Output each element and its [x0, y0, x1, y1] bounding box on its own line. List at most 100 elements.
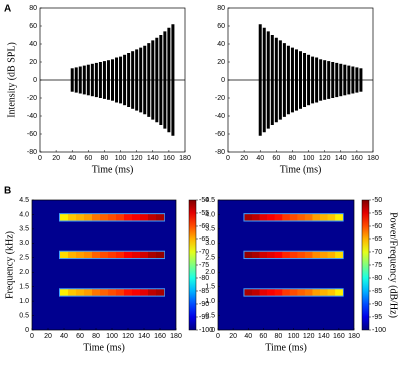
cell: [116, 251, 125, 259]
y-tick-label: -40: [215, 113, 225, 120]
cell: [252, 251, 260, 259]
cell: [68, 214, 77, 221]
y-tick-label: -80: [215, 149, 225, 156]
colorbar-tick-label: -70: [199, 249, 209, 256]
x-tick-label: 100: [115, 155, 127, 162]
cell: [124, 289, 133, 296]
colorbar-tick-label: -80: [199, 275, 209, 282]
cell: [320, 251, 328, 259]
y-tick-label: 80: [29, 5, 37, 12]
y-tick-label: 1.0: [205, 298, 215, 305]
colorbar-tick-label: -95: [372, 314, 382, 321]
cell: [116, 289, 125, 296]
x-tick-label: 20: [44, 333, 52, 340]
cell: [335, 214, 343, 221]
x-tick-label: 100: [106, 333, 118, 340]
panel-label: B: [4, 186, 11, 197]
cell: [312, 289, 321, 296]
cell: [267, 289, 275, 296]
colorbar-tick-label: -80: [372, 275, 382, 282]
cell: [312, 214, 321, 221]
x-axis-label: Time (ms): [265, 342, 307, 353]
cell: [304, 289, 313, 296]
cell: [156, 251, 165, 259]
cell: [92, 289, 101, 296]
x-tick-label: 120: [303, 333, 315, 340]
cell: [92, 214, 101, 221]
cell: [100, 214, 109, 221]
y-tick-label: 2.0: [19, 269, 29, 276]
colorbar-tick-label: -90: [372, 301, 382, 308]
y-axis-label: Intensity (dB SPL): [6, 42, 17, 118]
y-tick-label: 3.5: [205, 226, 215, 233]
cell: [335, 289, 343, 296]
cell: [289, 214, 298, 221]
cell: [68, 289, 77, 296]
cell: [148, 214, 157, 221]
y-tick-label: 4.5: [19, 197, 29, 204]
colorbar-tick-label: -50: [199, 197, 209, 204]
cell: [60, 251, 69, 259]
x-tick-label: 100: [303, 155, 315, 162]
x-tick-label: 20: [52, 155, 60, 162]
x-tick-label: 160: [333, 333, 345, 340]
y-tick-label: 4.0: [19, 211, 29, 218]
cell: [282, 251, 291, 259]
colorbar-tick-label: -85: [199, 288, 209, 295]
x-tick-label: 40: [68, 155, 76, 162]
y-tick-label: 1.0: [19, 298, 29, 305]
cell: [148, 289, 157, 296]
x-tick-label: 80: [92, 333, 100, 340]
y-tick-label: 2.5: [19, 255, 29, 262]
x-tick-label: 0: [38, 155, 42, 162]
panel-label: A: [4, 4, 11, 15]
cell: [304, 251, 313, 259]
cell: [60, 289, 69, 296]
x-tick-label: 120: [319, 155, 331, 162]
cell: [282, 289, 291, 296]
y-tick-label: 20: [217, 59, 225, 66]
y-tick-label: 0: [221, 77, 225, 84]
x-axis-label: Time (ms): [83, 342, 125, 353]
colorbar-tick-label: -55: [372, 210, 382, 217]
y-tick-label: 2.5: [205, 255, 215, 262]
colorbar: [188, 199, 197, 331]
cell: [84, 214, 93, 221]
cell: [108, 251, 117, 259]
y-tick-label: -40: [27, 113, 37, 120]
cell: [76, 251, 85, 259]
cell: [267, 214, 275, 221]
colorbar-tick-label: -55: [199, 210, 209, 217]
cell: [124, 214, 133, 221]
x-axis-label: Time (ms): [280, 164, 322, 175]
y-tick-label: -60: [215, 131, 225, 138]
cell: [274, 251, 283, 259]
cell: [244, 214, 253, 221]
x-tick-label: 140: [147, 155, 159, 162]
cell: [244, 251, 253, 259]
x-tick-label: 120: [131, 155, 143, 162]
colorbar-tick-label: -65: [372, 236, 382, 243]
cell: [108, 289, 117, 296]
y-tick-label: 0: [25, 327, 29, 334]
x-tick-label: 140: [335, 155, 347, 162]
colorbar-tick-label: -75: [199, 262, 209, 269]
cell: [156, 214, 165, 221]
colorbar-tick-label: -85: [372, 288, 382, 295]
cell: [252, 214, 260, 221]
x-tick-label: 140: [138, 333, 150, 340]
x-tick-label: 60: [259, 333, 267, 340]
y-tick-label: 3.5: [19, 226, 29, 233]
x-tick-label: 60: [272, 155, 280, 162]
y-tick-label: 2.0: [205, 269, 215, 276]
x-tick-label: 160: [154, 333, 166, 340]
cell: [304, 214, 313, 221]
cell: [132, 251, 141, 259]
x-tick-label: 160: [351, 155, 363, 162]
cell: [259, 289, 268, 296]
colorbar-tick-label: -75: [372, 262, 382, 269]
y-tick-label: -20: [27, 95, 37, 102]
cell: [297, 251, 306, 259]
cell: [320, 289, 328, 296]
cell: [297, 214, 306, 221]
